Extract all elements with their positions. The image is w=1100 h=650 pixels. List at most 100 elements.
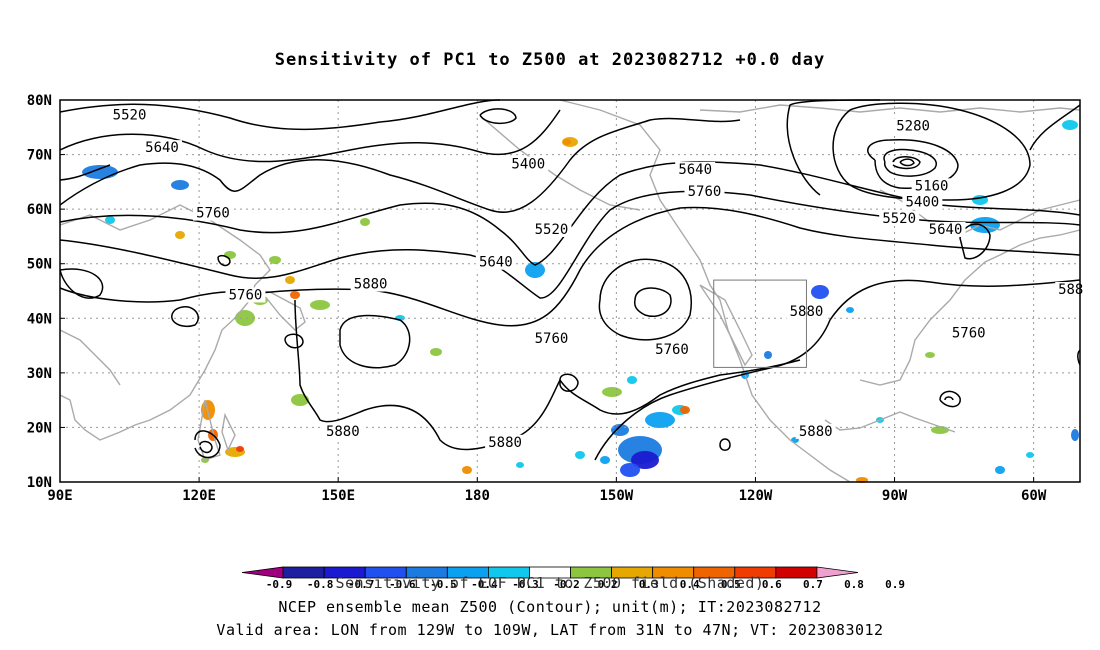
latitude-label: 30N <box>27 366 52 382</box>
sensitivity-patch <box>82 165 118 179</box>
contour-label: 5880 <box>488 435 522 451</box>
z500-contour <box>284 333 304 349</box>
contour-label-bg <box>675 161 716 177</box>
contour-label-bg <box>652 342 692 358</box>
colorbar-label: 0.8 <box>844 578 864 591</box>
sensitivity-patch <box>645 412 675 428</box>
sensitivity-patch <box>620 463 640 477</box>
caption-line-1: Sensitivity of EOF PC1 to Z500 field (Sh… <box>335 574 765 592</box>
sensitivity-patch <box>525 262 545 278</box>
z500-contour <box>598 258 692 341</box>
sensitivity-patch <box>602 387 622 397</box>
contour-label-bg <box>109 107 150 123</box>
colorbar-label: -0.9 <box>266 578 293 591</box>
colorbar-label: -0.2 <box>553 578 580 591</box>
colorbar-label: -0.5 <box>430 578 457 591</box>
sensitivity-patch <box>290 291 300 299</box>
latitude-label: 20N <box>27 420 52 436</box>
sensitivity-patch <box>430 348 442 356</box>
z500-contour <box>59 109 561 163</box>
coastline <box>221 412 236 452</box>
coastline <box>59 204 271 441</box>
contour-label: 5400 <box>906 195 940 211</box>
z500-contour <box>559 373 579 392</box>
longitude-label: 180 <box>465 488 490 504</box>
colorbar-label: 0.7 <box>803 578 823 591</box>
contour-label: 5520 <box>882 211 916 227</box>
z500-contour <box>899 158 915 167</box>
contour-label: 5880 <box>354 277 388 293</box>
contour-label-bg <box>193 205 233 221</box>
contour-label-bg <box>485 434 526 450</box>
z500-contour <box>939 390 961 408</box>
coastline <box>699 104 1081 113</box>
contour-label-bg <box>893 118 934 134</box>
contour-label-bg <box>1055 282 1087 297</box>
contour-label: 5760 <box>229 287 263 303</box>
contour-label: 5160 <box>915 178 949 194</box>
contour-label-bg <box>322 423 363 439</box>
sensitivity-patch <box>925 352 935 358</box>
contour-label-bg <box>225 287 266 303</box>
z500-contour <box>959 223 991 260</box>
colorbar-label: 0.4 <box>680 578 700 591</box>
contour-label-bg <box>948 325 989 341</box>
caption-line-2: NCEP ensemble mean Z500 (Contour); unit(… <box>278 598 822 616</box>
colorbar-label: -0.6 <box>389 578 416 591</box>
gridlines <box>60 100 1080 482</box>
contour-label: 5760 <box>196 206 230 222</box>
z500-contour <box>59 268 104 299</box>
sensitivity-patch <box>846 307 854 313</box>
z500-contour <box>217 254 231 267</box>
sensitivity-patch <box>970 217 1000 233</box>
sensitivity-patch <box>811 285 829 299</box>
sensitivity-patch <box>235 310 255 326</box>
caption-line-3: Valid area: LON from 129W to 109W, LAT f… <box>216 621 884 639</box>
z500-contour <box>633 287 672 317</box>
latitude-labels: 80N 70N 60N 50N 40N 30N 20N 10N <box>27 93 65 491</box>
latitude-label: 50N <box>27 257 52 273</box>
latitude-label: 70N <box>27 148 52 164</box>
z500-contour <box>719 438 731 451</box>
colorbar-segment <box>816 566 859 579</box>
contour-label: 5760 <box>655 342 689 358</box>
colorbar-label: -0.4 <box>471 578 498 591</box>
contour-label-bg <box>925 221 966 237</box>
sensitivity-patch <box>310 300 330 310</box>
coastline <box>252 288 306 331</box>
longitude-label: 150E <box>321 488 355 504</box>
latitude-label: 80N <box>27 93 52 109</box>
sensitivity-patch <box>360 218 370 226</box>
contour-label: 5520 <box>535 222 569 238</box>
contour-labels: 5520564057605760588058805880540055205640… <box>109 107 1087 451</box>
contour-label: 5520 <box>113 107 147 123</box>
colorbar-label: -0.7 <box>348 578 375 591</box>
sensitivity-patch <box>171 180 189 190</box>
z500-contour <box>594 279 1081 461</box>
contour-label: 5400 <box>511 156 545 172</box>
sensitivity-patch <box>995 466 1005 474</box>
contour-label-bg <box>531 221 572 237</box>
z500-contour <box>883 148 937 177</box>
sensitivity-patch <box>600 456 610 464</box>
sensitivity-patch <box>236 446 244 452</box>
longitude-labels: 90E 120E 150E 180 150W 120W 90W 60W <box>47 477 1047 504</box>
coastline <box>559 99 851 483</box>
valid-area-box <box>713 279 807 368</box>
z500-contour <box>171 305 199 327</box>
contour-label-bg <box>795 423 836 439</box>
contour-label: 588 <box>1058 282 1083 298</box>
contour-label: 5880 <box>326 424 360 440</box>
colorbar-label: 0.3 <box>639 578 659 591</box>
z500-contour <box>944 396 954 401</box>
contour-label-bg <box>531 331 572 347</box>
colorbar: -0.9 -0.8 -0.7 -0.6 -0.5 -0.4 -0.3 -0.2 0.2 0.3 0.… <box>241 566 905 591</box>
coastline <box>197 399 221 461</box>
coastline <box>699 284 753 367</box>
latitude-label: 10N <box>27 475 52 491</box>
coastline <box>824 411 956 433</box>
sensitivity-patch <box>285 276 295 284</box>
latitude-label: 40N <box>27 311 52 327</box>
